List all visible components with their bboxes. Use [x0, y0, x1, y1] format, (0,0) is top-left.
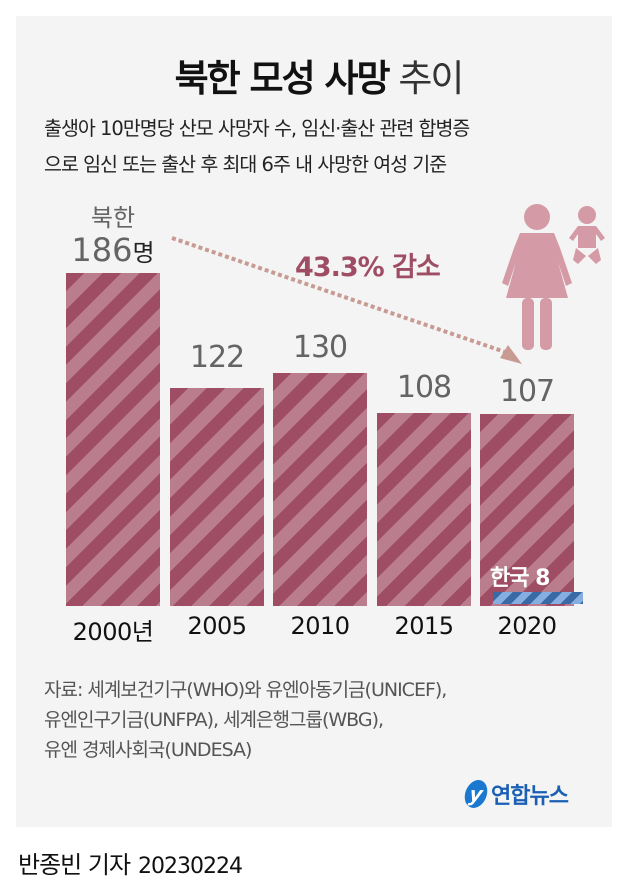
yonhap-logo: y 연합뉴스	[462, 778, 569, 810]
bar-2000	[66, 273, 160, 606]
byline: 반종빈 기자 20230224	[18, 845, 243, 880]
subtitle-line-1: 출생아 10만명당 산모 사망자 수, 임신·출산 관련 합병증	[44, 117, 470, 140]
value-2020: 107	[499, 374, 555, 409]
value-2005: 122	[189, 340, 245, 375]
source-line-1: 자료: 세계보건기구(WHO)와 유엔아동기금(UNICEF),	[44, 679, 447, 701]
first-bar-label: 북한 186명	[58, 198, 168, 270]
chart-title: 북한 모성 사망 추이	[0, 48, 637, 102]
bar-2010	[273, 373, 367, 606]
korea-bar	[493, 592, 583, 604]
x-label-2015: 2015	[394, 612, 454, 640]
korea-label: 한국 8	[490, 566, 550, 591]
x-label-2005: 2005	[187, 612, 247, 640]
byline-date: 20230224	[138, 854, 243, 879]
source-note: 자료: 세계보건기구(WHO)와 유엔아동기금(UNICEF), 유엔인구기금(…	[44, 675, 447, 765]
baby-icon	[569, 206, 605, 264]
unit-label: 명	[132, 239, 155, 267]
value-2010: 130	[292, 330, 348, 365]
source-line-3: 유엔 경제사회국(UNDESA)	[44, 739, 252, 761]
title-bold: 북한 모성 사망	[174, 57, 391, 100]
x-label-2020: 2020	[497, 612, 557, 640]
mother-icon	[502, 204, 572, 350]
value-2015: 108	[396, 370, 452, 405]
trend-arrow-icon	[171, 236, 522, 364]
bar-2015	[377, 413, 471, 606]
source-line-2: 유엔인구기금(UNFPA), 세계은행그룹(WBG),	[44, 709, 384, 731]
decline-annotation: 43.3% 감소	[295, 252, 441, 283]
title-light: 추이	[398, 57, 464, 100]
yonhap-logo-text: 연합뉴스	[491, 784, 569, 809]
byline-author: 반종빈 기자	[18, 851, 131, 879]
chart-subtitle: 출생아 10만명당 산모 사망자 수, 임신·출산 관련 합병증 으로 임신 또…	[44, 111, 604, 183]
subtitle-line-2: 으로 임신 또는 출산 후 최대 6주 내 사망한 여성 기준	[44, 153, 447, 176]
x-label-2010: 2010	[290, 612, 350, 640]
bar-2005	[170, 388, 264, 606]
bar-2020	[480, 414, 574, 606]
x-label-2000: 2000년	[72, 618, 154, 646]
value-2000: 186	[71, 231, 133, 269]
yonhap-logo-icon: y	[462, 780, 490, 808]
country-label: 북한	[90, 204, 136, 232]
